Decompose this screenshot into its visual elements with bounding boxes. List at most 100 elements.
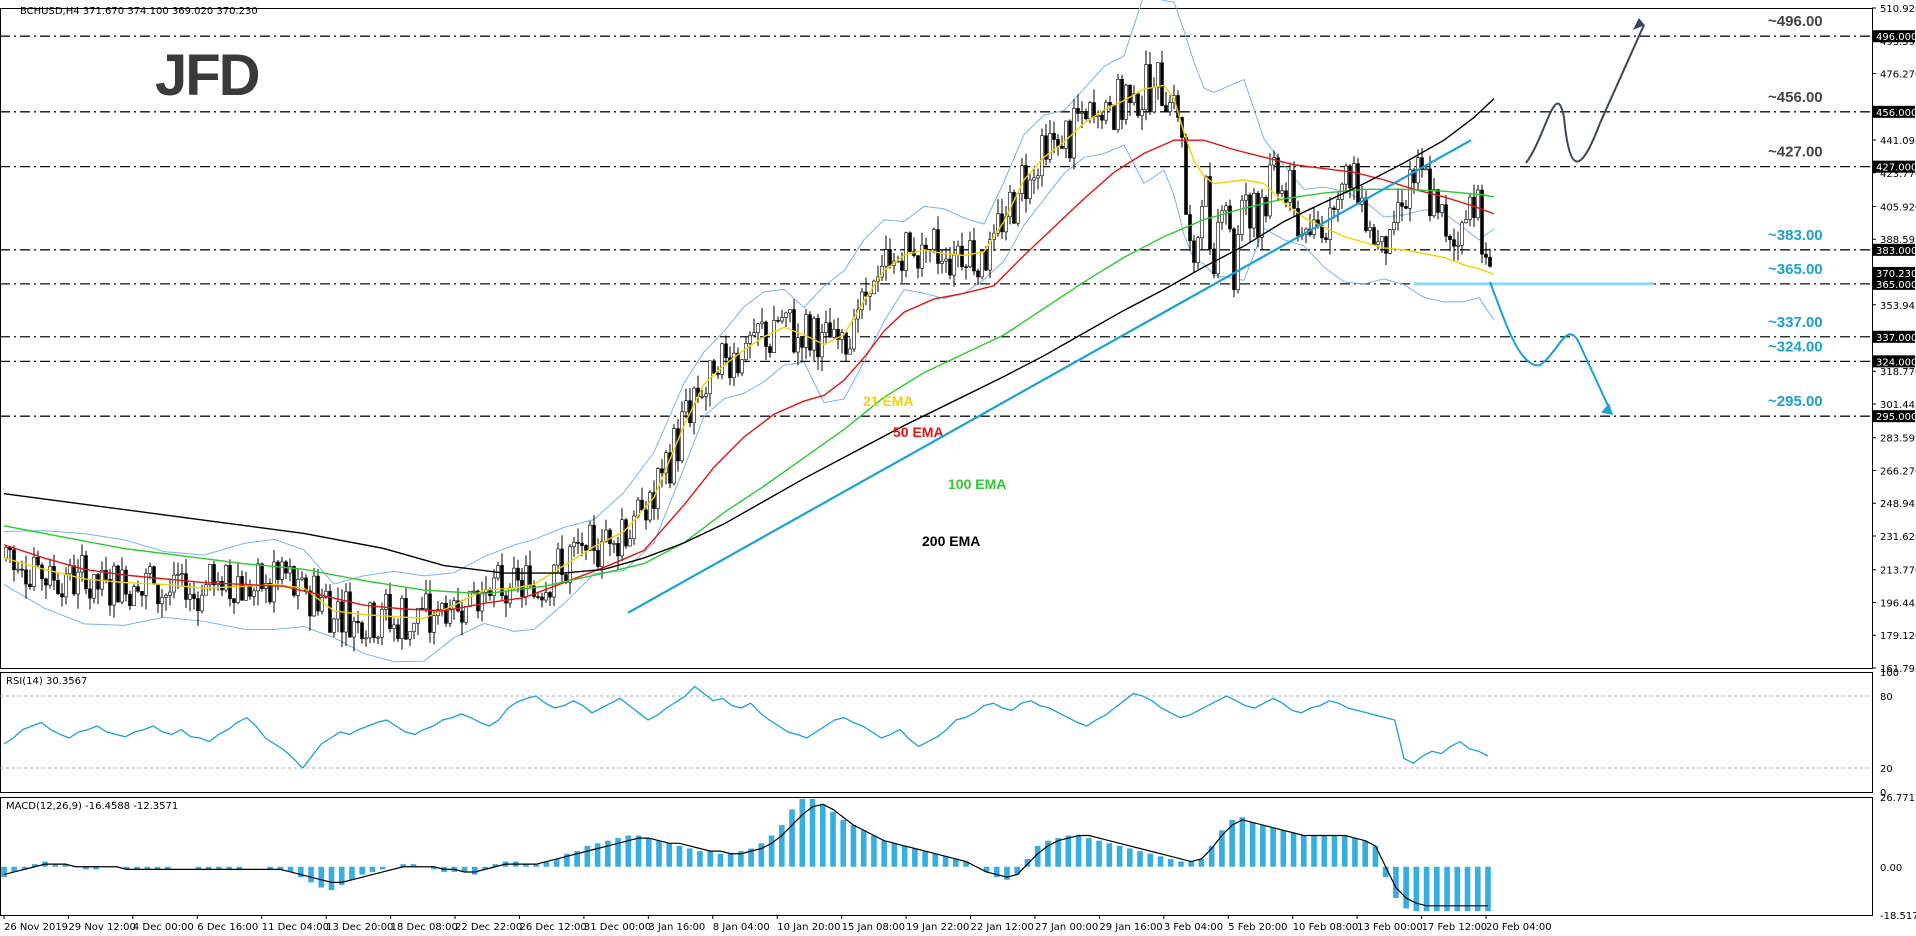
bear-candle — [460, 610, 464, 623]
bull-candle — [1152, 86, 1156, 113]
bear-candle — [1420, 157, 1424, 171]
bull-candle — [824, 322, 828, 333]
level-label: ~496.00 — [1768, 13, 1823, 30]
bear-candle — [764, 321, 768, 347]
bear-candle — [1372, 227, 1376, 245]
bull-candle — [1440, 204, 1444, 213]
bull-candle — [544, 592, 548, 601]
bear-candle — [404, 598, 408, 640]
bear-candle — [1120, 78, 1124, 120]
bear-candle — [1384, 236, 1388, 254]
bull-candle — [1020, 165, 1024, 194]
bear-candle — [72, 565, 76, 595]
bull-candle — [148, 566, 152, 574]
current-price-tag — [1873, 266, 1915, 279]
bull-candle — [1036, 175, 1040, 179]
bear-candle — [1208, 176, 1212, 250]
bull-candle — [1080, 111, 1084, 114]
bull-candle — [796, 337, 800, 353]
bull-candle — [740, 359, 744, 374]
bull-candle — [48, 566, 52, 586]
macd-tick-label: -18.5174 — [1880, 911, 1916, 922]
bull-candle — [1096, 114, 1100, 117]
bear-candle — [1356, 163, 1360, 205]
bull-candle — [1460, 222, 1464, 246]
price-tick-label: 301.445 — [1880, 400, 1916, 411]
level-label: ~427.00 — [1768, 144, 1823, 161]
bear-candle — [1128, 84, 1132, 104]
bull-candle — [1280, 190, 1284, 194]
bull-candle — [1368, 227, 1372, 231]
bear-candle — [1444, 204, 1448, 237]
bull-candle — [368, 602, 372, 639]
bull-candle — [200, 594, 204, 612]
bull-candle — [552, 564, 556, 598]
price-tick-label: 476.270 — [1880, 70, 1916, 81]
macd-signal-line — [3, 803, 1488, 907]
bull-candle — [180, 573, 184, 575]
bearish-projection-arrow — [1489, 281, 1613, 415]
bear-candle — [44, 578, 48, 586]
bear-candle — [948, 258, 952, 276]
bear-candle — [908, 232, 912, 252]
bear-candle — [1320, 225, 1324, 239]
bull-candle — [224, 565, 228, 591]
price-tick-label: 283.595 — [1880, 434, 1916, 445]
bull-candle — [352, 621, 356, 638]
bull-candle — [1236, 234, 1240, 291]
time-tick-label: 4 Dec 00:00 — [133, 922, 194, 933]
bull-candle — [1468, 196, 1472, 220]
bear-candle — [96, 574, 100, 590]
bear-candle — [1112, 104, 1116, 130]
bear-candle — [20, 568, 24, 571]
bull-candle — [364, 637, 368, 640]
ema-line-21-ema — [3, 84, 1495, 620]
bear-candle — [580, 543, 584, 546]
bull-candle — [272, 561, 276, 603]
bear-candle — [936, 229, 940, 264]
brand-logo: JFD — [155, 43, 259, 108]
bear-candle — [1480, 189, 1484, 255]
bear-candle — [644, 509, 648, 521]
bear-candle — [1324, 237, 1328, 240]
bull-candle — [700, 396, 704, 398]
level-tag-label: 427.000 — [1876, 163, 1916, 174]
time-tick-label: 5 Feb 20:00 — [1228, 922, 1287, 933]
bull-candle — [1048, 133, 1052, 160]
bear-candle — [924, 244, 928, 250]
level-label: ~456.00 — [1768, 89, 1823, 106]
time-tick-label: 15 Jan 08:00 — [842, 922, 905, 933]
bear-candle — [1400, 202, 1404, 207]
bull-candle — [324, 590, 328, 598]
time-tick-label: 3 Feb 04:00 — [1164, 922, 1223, 933]
rsi-tick-label: 80 — [1880, 692, 1893, 703]
bull-candle — [168, 591, 172, 596]
bear-candle — [1348, 165, 1352, 189]
bull-candle — [132, 586, 136, 607]
level-tag — [1873, 330, 1915, 343]
time-tick-label: 22 Dec 22:00 — [455, 922, 522, 933]
bear-candle — [808, 314, 812, 351]
bull-candle — [784, 312, 788, 318]
bear-candle — [972, 240, 976, 272]
bear-candle — [1292, 170, 1296, 209]
bull-candle — [980, 250, 984, 278]
bull-candle — [568, 546, 572, 583]
bull-candle — [1464, 219, 1468, 224]
bear-candle — [444, 602, 448, 624]
bear-candle — [192, 593, 196, 599]
bull-candle — [424, 593, 428, 610]
level-label: ~383.00 — [1768, 227, 1823, 244]
bear-candle — [1284, 190, 1288, 203]
bull-candle — [848, 348, 852, 355]
bollinger-lower-band — [3, 144, 1495, 663]
ema-label: 200 EMA — [922, 533, 980, 549]
bear-candle — [800, 337, 804, 348]
time-tick-label: 22 Jan 12:00 — [971, 922, 1034, 933]
bull-candle — [208, 564, 212, 586]
bull-candle — [1252, 193, 1256, 229]
bear-candle — [536, 596, 540, 598]
price-tick-label: 318.770 — [1880, 367, 1916, 378]
bear-candle — [864, 291, 868, 297]
